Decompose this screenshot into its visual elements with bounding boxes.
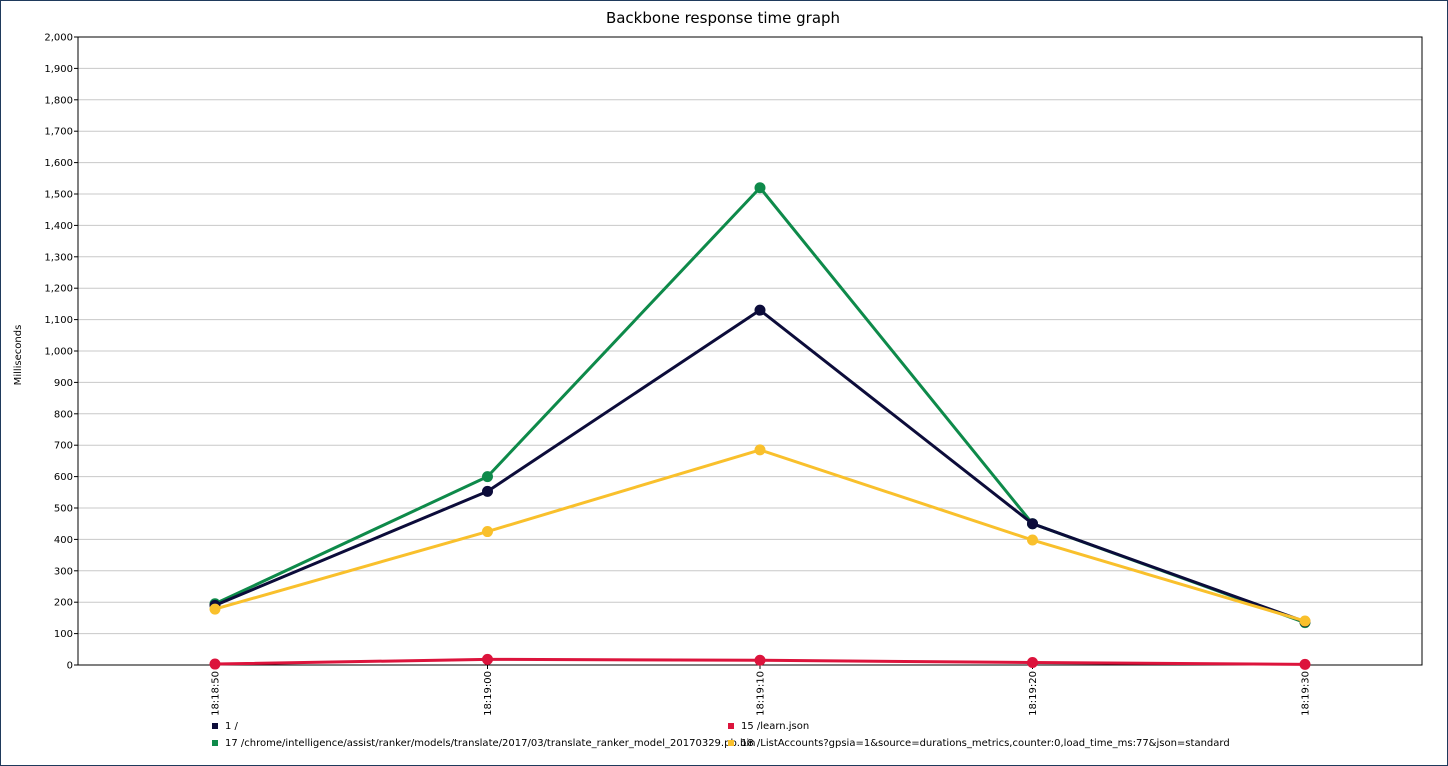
series-line — [214, 186, 1306, 625]
legend-label: 15 /learn.json — [741, 721, 809, 732]
data-point — [1027, 534, 1038, 546]
data-point — [754, 304, 766, 316]
y-tick-label: 1,800 — [44, 95, 73, 106]
y-tick-label: 0 — [67, 661, 73, 672]
x-tick-label: 18:18:50 — [211, 671, 222, 716]
data-point — [482, 526, 493, 538]
y-tick-label: 900 — [54, 378, 73, 389]
y-tick-label: 2,000 — [44, 33, 73, 44]
y-tick-labels: 0 100 200 300 400 500 600 700 800 900 1,000 1,100 1,… — [44, 33, 73, 672]
y-tick-label: 400 — [54, 535, 73, 546]
series-line — [214, 308, 1306, 624]
y-tick-label: 800 — [54, 409, 73, 420]
data-point — [1027, 656, 1038, 668]
y-tick-label: 600 — [54, 472, 73, 483]
y-tick-label: 1,700 — [44, 127, 73, 138]
data-point — [1027, 518, 1038, 530]
y-tick-label: 100 — [54, 629, 73, 640]
legend-swatch — [212, 740, 218, 746]
y-tick-label: 1,300 — [44, 252, 73, 263]
chart-title: Backbone response time graph — [606, 9, 840, 27]
x-tick-label: 18:19:30 — [1301, 671, 1312, 716]
data-point — [482, 653, 493, 665]
data-point — [754, 182, 766, 194]
y-tick-label: 1,600 — [44, 158, 73, 169]
data-point — [1299, 615, 1311, 627]
data-point — [482, 485, 493, 497]
y-tick-label: 1,900 — [44, 64, 73, 75]
legend-label: 17 /chrome/intelligence/assist/ranker/mo… — [225, 738, 755, 749]
legend-swatch — [212, 723, 218, 729]
x-tick-label: 18:19:10 — [756, 671, 767, 716]
y-tick-label: 1,200 — [44, 284, 73, 295]
y-tick-label: 1,100 — [44, 315, 73, 326]
y-tick-label: 500 — [54, 504, 73, 515]
x-tick-labels: 18:18:50 18:19:00 18:19:10 18:19:20 18:19:30 — [211, 671, 1312, 716]
data-point — [1299, 658, 1311, 670]
y-tick-label: 200 — [54, 598, 73, 609]
legend: 1 / 15 /learn.json 17 /chrome/intelligence… — [212, 721, 1230, 749]
legend-label: 1 / — [225, 721, 239, 732]
data-point — [482, 471, 493, 483]
legend-label: 18 /ListAccounts?gpsia=1&source=duration… — [741, 738, 1230, 749]
series-lines — [209, 182, 1311, 670]
x-tick-label: 18:19:00 — [483, 671, 494, 716]
y-axis-label: Milliseconds — [13, 325, 24, 386]
legend-swatch — [728, 740, 734, 746]
y-tick-label: 700 — [54, 441, 73, 452]
data-point — [754, 444, 766, 456]
x-tick-label: 18:19:20 — [1028, 671, 1039, 716]
data-point — [209, 603, 221, 615]
plot-area-border — [77, 36, 1423, 666]
data-point — [754, 654, 766, 666]
y-tick-label: 1,500 — [44, 190, 73, 201]
y-tick-label: 300 — [54, 566, 73, 577]
grid-lines — [78, 67, 1422, 635]
y-tick-label: 1,000 — [44, 347, 73, 358]
data-point — [209, 658, 221, 670]
legend-swatch — [728, 723, 734, 729]
y-tick-label: 1,400 — [44, 221, 73, 232]
